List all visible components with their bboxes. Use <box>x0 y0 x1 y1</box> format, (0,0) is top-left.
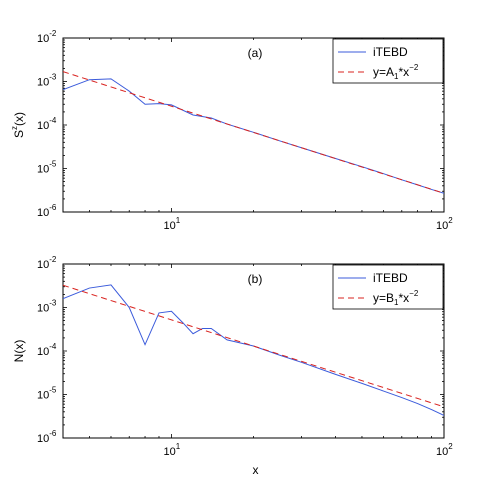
y-tick-exp: -3 <box>49 73 57 82</box>
y-tick-base: 10 <box>37 259 49 271</box>
legend-label-text: iTEBD <box>373 45 408 59</box>
legend-box <box>332 264 444 310</box>
y-tick-exp: -5 <box>49 386 57 395</box>
fit-line <box>63 284 444 408</box>
y-axis-label-base: S <box>12 130 26 138</box>
x-tick-label: 101 <box>163 216 180 232</box>
y-tick-exp: -6 <box>49 429 57 438</box>
y-tick-exp: -4 <box>49 342 57 351</box>
y-tick-label: 10-5 <box>37 160 57 176</box>
panel-label: (a) <box>248 46 263 60</box>
y-axis-label: Sz(x) <box>10 112 26 138</box>
y-tick-label: 10-4 <box>37 116 57 132</box>
x-axis-label: x <box>253 463 259 477</box>
y-axis-label-sup: z <box>10 126 19 130</box>
x-tick-exp: 1 <box>176 216 181 225</box>
y-tick-base: 10 <box>37 164 49 176</box>
y-tick-label: 10-6 <box>37 203 57 219</box>
y-tick-label: 10-5 <box>37 386 57 402</box>
series-group <box>63 71 444 194</box>
legend-label-base: y=B <box>373 291 394 305</box>
y-tick-base: 10 <box>37 33 49 45</box>
x-tick-exp: 1 <box>176 442 181 451</box>
x-tick-base: 10 <box>436 446 448 458</box>
legend-label-sub: 1 <box>394 72 399 81</box>
itebd-line <box>63 284 444 416</box>
y-axis-label-tail: (x) <box>12 112 26 126</box>
y-tick-label: 10-3 <box>37 299 57 315</box>
y-tick-label: 10-4 <box>37 342 57 358</box>
fit-line <box>63 71 444 194</box>
y-tick-exp: -6 <box>49 203 57 212</box>
y-tick-label: 10-2 <box>37 29 57 45</box>
x-tick-base: 10 <box>163 446 175 458</box>
legend: iTEBD y=A1*x−2 <box>332 38 444 84</box>
legend-box <box>332 38 444 84</box>
x-tick-label: 101 <box>163 442 180 458</box>
y-tick-exp: -5 <box>49 160 57 169</box>
y-tick-base: 10 <box>37 120 49 132</box>
y-tick-base: 10 <box>37 346 49 358</box>
panel-label: (b) <box>248 272 263 286</box>
x-tick-exp: 2 <box>448 216 453 225</box>
y-tick-label: 10-6 <box>37 429 57 445</box>
legend-label-sup: −2 <box>409 289 419 298</box>
legend-label-text: iTEBD <box>373 271 408 285</box>
y-tick-exp: -2 <box>49 255 57 264</box>
y-tick-exp: -4 <box>49 116 57 125</box>
legend-label-sub: 1 <box>394 298 399 307</box>
y-axis-label: N(x) <box>12 340 26 363</box>
y-tick-exp: -2 <box>49 29 57 38</box>
y-tick-base: 10 <box>37 433 49 445</box>
x-tick-base: 10 <box>163 220 175 232</box>
x-tick-base: 10 <box>436 220 448 232</box>
legend-label-base: y=A <box>373 65 394 79</box>
legend: iTEBD y=B1*x−2 <box>332 264 444 310</box>
legend-label: y=A1*x−2 <box>373 63 419 81</box>
y-tick-exp: -3 <box>49 299 57 308</box>
y-tick-label: 10-3 <box>37 73 57 89</box>
series-group <box>63 284 444 416</box>
y-tick-base: 10 <box>37 207 49 219</box>
legend-label: iTEBD <box>373 271 408 285</box>
x-tick-label: 102 <box>436 442 453 458</box>
x-tick-exp: 2 <box>448 442 453 451</box>
legend-label-tail: *x <box>398 291 409 305</box>
x-tick-label: 102 <box>436 216 453 232</box>
y-tick-base: 10 <box>37 77 49 89</box>
legend-label: y=B1*x−2 <box>373 289 419 307</box>
y-tick-base: 10 <box>37 303 49 315</box>
y-tick-base: 10 <box>37 390 49 402</box>
y-axis-label-base: N(x) <box>12 340 26 363</box>
legend-label-tail: *x <box>398 65 409 79</box>
y-tick-label: 10-2 <box>37 255 57 271</box>
legend-label: iTEBD <box>373 45 408 59</box>
legend-label-sup: −2 <box>409 63 419 72</box>
